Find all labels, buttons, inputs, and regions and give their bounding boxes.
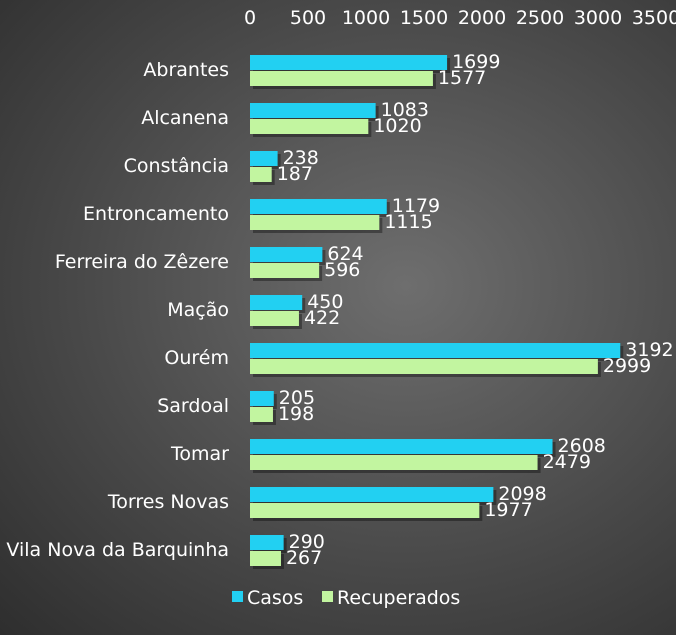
x-tick-label: 0 <box>244 7 256 29</box>
bar-casos <box>250 343 621 358</box>
value-label-recuperados: 1020 <box>373 115 421 137</box>
value-label-casos: 2098 <box>498 483 546 505</box>
value-label-recuperados: 187 <box>277 163 313 185</box>
x-tick-label: 2500 <box>516 7 564 29</box>
value-label-casos: 450 <box>307 291 343 313</box>
legend-label-casos: Casos <box>247 587 303 609</box>
category-label: Sardoal <box>157 395 229 417</box>
value-label-casos: 205 <box>279 387 315 409</box>
value-label-recuperados: 198 <box>278 403 314 425</box>
bar-recuperados <box>250 311 299 326</box>
x-axis: 0 500 1000 1500 2000 2500 3000 3500 <box>244 7 676 29</box>
category-label: Ourém <box>164 347 229 369</box>
value-label-casos: 1179 <box>392 195 440 217</box>
category-label: Torres Novas <box>107 491 229 513</box>
category-label: Constância <box>124 155 229 177</box>
bar-recuperados <box>250 359 598 374</box>
x-tick-label: 3000 <box>574 7 622 29</box>
legend-label-recuperados: Recuperados <box>337 587 460 609</box>
value-label-recuperados: 596 <box>324 259 360 281</box>
category-label: Abrantes <box>143 59 229 81</box>
category-label: Ferreira do Zêzere <box>55 251 229 273</box>
bars <box>250 55 624 569</box>
bar-casos <box>250 535 284 550</box>
category-label: Vila Nova da Barquinha <box>6 539 229 561</box>
legend: Casos Recuperados <box>232 587 460 609</box>
legend-swatch-recuperados <box>322 591 333 602</box>
bar-recuperados <box>250 455 538 470</box>
bar-recuperados <box>250 551 281 566</box>
value-label-recuperados: 1977 <box>484 499 532 521</box>
value-label-recuperados: 2999 <box>603 355 651 377</box>
category-label: Tomar <box>170 443 229 465</box>
value-label-recuperados: 2479 <box>543 451 591 473</box>
y-axis: Abrantes Alcanena Constância Entroncamento F… <box>6 59 229 561</box>
bar-casos <box>250 391 274 406</box>
bar-casos <box>250 151 278 166</box>
bar-recuperados <box>250 167 272 182</box>
bar-recuperados <box>250 263 320 278</box>
value-label-recuperados: 267 <box>286 547 322 569</box>
bar-casos <box>250 247 323 262</box>
x-tick-label: 2000 <box>458 7 506 29</box>
value-label-casos: 290 <box>289 531 325 553</box>
value-label-casos: 3192 <box>625 339 673 361</box>
x-tick-label: 1000 <box>342 7 390 29</box>
x-tick-label: 500 <box>290 7 326 29</box>
bar-casos <box>250 487 494 502</box>
bar-recuperados <box>250 71 433 86</box>
value-label-casos: 2608 <box>558 435 606 457</box>
value-label-recuperados: 1577 <box>438 67 486 89</box>
bar-casos <box>250 295 303 310</box>
bar-recuperados <box>250 407 273 422</box>
value-label-casos: 624 <box>327 243 363 265</box>
bar-casos <box>250 103 376 118</box>
x-tick-label: 3500 <box>632 7 676 29</box>
bar-recuperados <box>250 215 380 230</box>
bar-casos <box>250 439 553 454</box>
x-tick-label: 1500 <box>400 7 448 29</box>
bar-recuperados <box>250 119 369 134</box>
value-label-casos: 1083 <box>381 99 429 121</box>
bar-casos <box>250 55 448 70</box>
value-label-casos: 1699 <box>452 51 500 73</box>
legend-swatch-casos <box>232 591 243 602</box>
value-label-recuperados: 422 <box>304 307 340 329</box>
bar-casos <box>250 199 387 214</box>
bar-recuperados <box>250 503 480 518</box>
category-label: Mação <box>167 299 229 321</box>
value-label-casos: 238 <box>283 147 319 169</box>
category-label: Alcanena <box>141 107 229 129</box>
category-label: Entroncamento <box>83 203 229 225</box>
value-label-recuperados: 1115 <box>384 211 432 233</box>
